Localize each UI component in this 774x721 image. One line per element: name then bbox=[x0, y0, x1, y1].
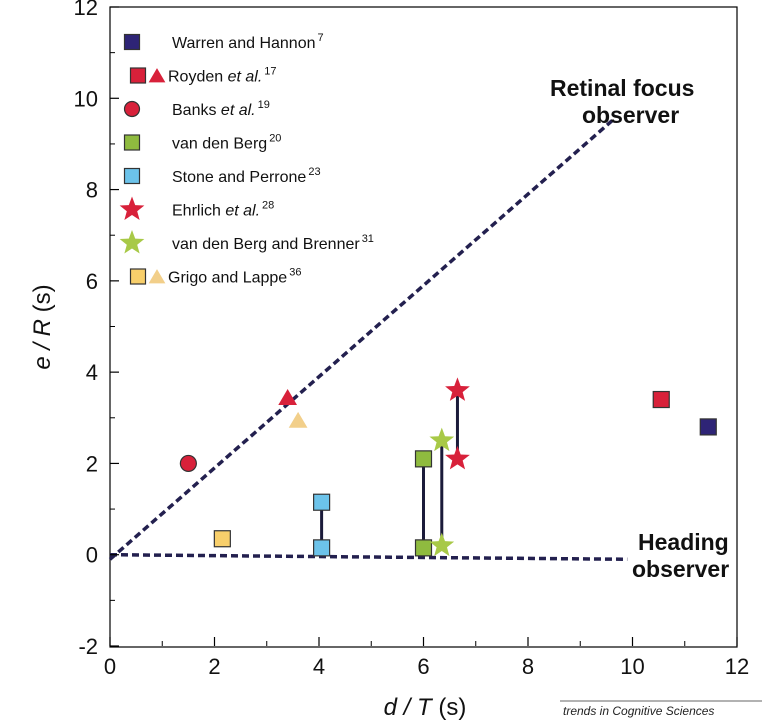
x-tick-label: 0 bbox=[104, 654, 116, 679]
legend-royden-triangle-marker bbox=[148, 68, 166, 83]
banks-et-al-point bbox=[179, 454, 197, 473]
heading-annotation-line1: Heading bbox=[638, 529, 729, 555]
legend-grigo-and-lappe-triangle-marker bbox=[148, 269, 166, 284]
x-tick-label: 4 bbox=[313, 654, 325, 679]
y-tick-label: 6 bbox=[86, 269, 98, 294]
stone-and-perrone-point bbox=[313, 539, 331, 557]
legend-ehrlich-marker bbox=[119, 196, 145, 221]
retinal-annotation-line2: observer bbox=[582, 102, 679, 128]
y-tick-label: 4 bbox=[86, 360, 98, 385]
y-tick-label: 10 bbox=[74, 86, 98, 111]
van-den-berg-point bbox=[414, 539, 433, 557]
legend-warren-and-hannon-label: Warren and Hannon 7 bbox=[172, 32, 324, 52]
y-axis-unit: (s) bbox=[29, 284, 56, 319]
legend-stone-and-perrone-label: Stone and Perrone 23 bbox=[172, 166, 321, 186]
warren-and-hannon-point bbox=[699, 418, 717, 436]
van-den-berg-point bbox=[414, 450, 433, 468]
ehrlich-et-al-point bbox=[445, 445, 470, 470]
royden-et-al-point bbox=[652, 390, 670, 409]
legend-van-den-berg-and-brenner-marker bbox=[119, 230, 145, 254]
legend-van-den-berg-marker bbox=[123, 134, 141, 151]
grigo-and-lappe-point bbox=[213, 530, 231, 548]
source-credit: trends in Cognitive Sciences bbox=[563, 704, 714, 718]
y-tick-label: 12 bbox=[74, 0, 98, 20]
legend: Warren and Hannon 7 Royden et al. 17 Banks e… bbox=[119, 32, 374, 287]
legend-royden-square-marker bbox=[129, 67, 147, 84]
x-tick-label: 12 bbox=[725, 654, 749, 679]
legend-van-den-berg-and-brenner-label: van den Berg and Brenner 31 bbox=[172, 233, 374, 253]
x-tick-label: 2 bbox=[208, 654, 220, 679]
x-axis-variable: d / T bbox=[384, 694, 434, 721]
van-den-berg-and-brenner-point bbox=[429, 427, 455, 452]
legend-stone-and-perrone-marker bbox=[123, 167, 141, 185]
reference-lines bbox=[108, 117, 628, 562]
legend-ehrlich-label: Ehrlich et al. 28 bbox=[172, 200, 274, 220]
y-tick-label: 0 bbox=[86, 543, 98, 568]
x-tick-label: 10 bbox=[620, 654, 644, 679]
x-axis-label: d / T (s) bbox=[384, 694, 467, 721]
legend-banks-marker bbox=[123, 100, 141, 118]
grigo-and-lappe-point bbox=[288, 411, 308, 428]
van-den-berg-and-brenner-point bbox=[429, 532, 455, 557]
royden-et-al-point bbox=[278, 389, 298, 405]
retinal-focus-observer-line bbox=[108, 117, 616, 561]
heading-observer-line bbox=[109, 552, 628, 562]
y-tick-label: -2 bbox=[78, 634, 98, 659]
legend-grigo-and-lappe-label: Grigo and Lappe 36 bbox=[168, 267, 301, 287]
legend-warren-and-hannon-marker bbox=[123, 33, 141, 51]
x-tick-label: 8 bbox=[522, 654, 534, 679]
y-axis-variable: e / R bbox=[29, 319, 56, 370]
x-tick-label: 6 bbox=[417, 654, 429, 679]
legend-banks-label: Banks et al. 19 bbox=[172, 99, 270, 119]
stone-and-perrone-point bbox=[313, 493, 331, 511]
y-tick-label: 8 bbox=[86, 178, 98, 203]
heading-annotation-line2: observer bbox=[632, 556, 729, 582]
x-axis-unit: (s) bbox=[432, 694, 467, 721]
retinal-annotation-line1: Retinal focus bbox=[550, 75, 694, 101]
legend-royden-label: Royden et al. 17 bbox=[168, 66, 277, 86]
ehrlich-et-al-point bbox=[445, 377, 470, 401]
y-tick-label: 2 bbox=[86, 451, 98, 476]
legend-van-den-berg-label: van den Berg 20 bbox=[172, 133, 281, 153]
legend-grigo-and-lappe-square-marker bbox=[129, 268, 147, 285]
data-points bbox=[179, 377, 717, 557]
y-axis-label: e / R (s) bbox=[29, 284, 56, 369]
